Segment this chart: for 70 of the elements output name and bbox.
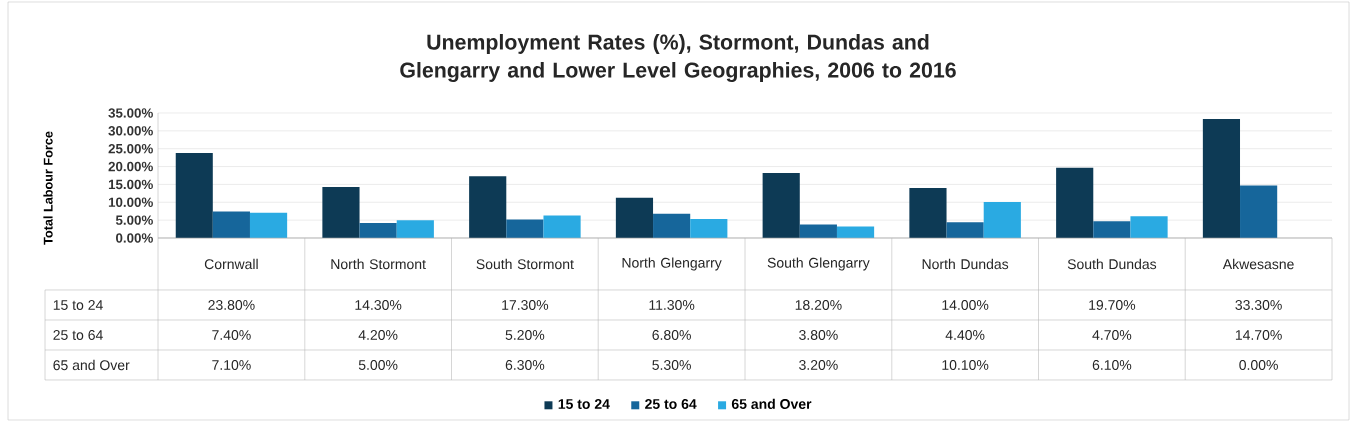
data-label: 4.20% [358,330,398,340]
data-label: 5.30% [652,360,691,370]
bar [762,172,800,238]
y-tick-label: 0.00% [116,233,153,243]
y-tick-label: 5.00% [115,215,153,225]
bar [1240,185,1278,238]
y-tick-label: 30.00% [108,126,153,136]
y-tick-label: 20.00% [108,161,153,172]
bar [249,212,288,238]
x-tick-label: North Dundas [922,258,1009,270]
data-label: 5.00% [358,360,398,370]
data-label: 6.10% [1092,360,1132,370]
data-label: 3.80% [799,330,838,340]
data-label: 3.20% [799,360,838,370]
legend-label: 65 and Over [731,398,812,409]
bar [1202,119,1241,238]
legend-label: 15 to 24 [558,399,610,409]
data-label: 0.00% [1239,360,1278,370]
bar [322,186,360,238]
bar [946,222,984,238]
data-label: 10.10% [942,360,989,370]
data-label: 7.40% [212,330,251,340]
y-tick-label: 10.00% [108,197,153,207]
bar [1093,221,1131,238]
data-label: 14.30% [355,300,402,310]
data-label: 5.20% [505,330,545,340]
x-tick-label: Cornwall [204,258,258,270]
data-label: 6.30% [505,360,545,370]
text: 25 to 64 [53,330,103,340]
bar [615,197,654,238]
bar [175,152,213,238]
bar [1056,167,1094,238]
bar [543,215,581,238]
y-axis-title: Total Labour Force [43,131,53,245]
y-tick-label: 15.00% [108,179,153,190]
bar [359,222,397,238]
bar [909,187,947,238]
x-tick-label: South Dundas [1067,258,1157,270]
data-label: 4.40% [945,330,985,340]
x-tick-label: North Stormont [331,258,426,270]
x-tick-label: South Stormont [476,258,574,270]
x-tick-label: North Glengarry [622,257,722,271]
data-label: 14.70% [1235,330,1282,340]
bar [212,211,250,238]
data-label: 17.30% [502,300,549,310]
text: 65 and Over [53,359,130,371]
chart-title: Unemployment Rates (%), Stormont, Dundas and Glengarry and Lower Level Geographies, 2006 to 2016 [400,34,956,82]
bar [396,220,434,238]
data-label: 23.80% [208,300,255,310]
data-label: 14.00% [942,300,989,310]
data-label: 11.30% [649,300,695,310]
bar [983,201,1021,238]
legend-label: 25 to 64 [645,399,697,409]
y-tick-label: 25.00% [108,143,153,154]
text: 15 to 24 [53,300,103,310]
bar [653,213,691,238]
data-label: 19.70% [1089,300,1136,310]
data-label: 6.80% [652,330,691,340]
x-tick-label: Akwesasne [1222,258,1294,270]
data-label: 18.20% [795,300,842,310]
data-label: 33.30% [1235,300,1282,310]
data-label: 4.70% [1092,330,1132,340]
data-label: 7.10% [212,360,251,370]
bar [469,176,507,238]
bar [690,219,728,238]
bar [1130,216,1168,238]
bar [799,224,837,238]
x-tick-label: South Glengarry [767,257,870,271]
bar [506,219,544,238]
y-tick-label: 35.00% [108,108,153,118]
